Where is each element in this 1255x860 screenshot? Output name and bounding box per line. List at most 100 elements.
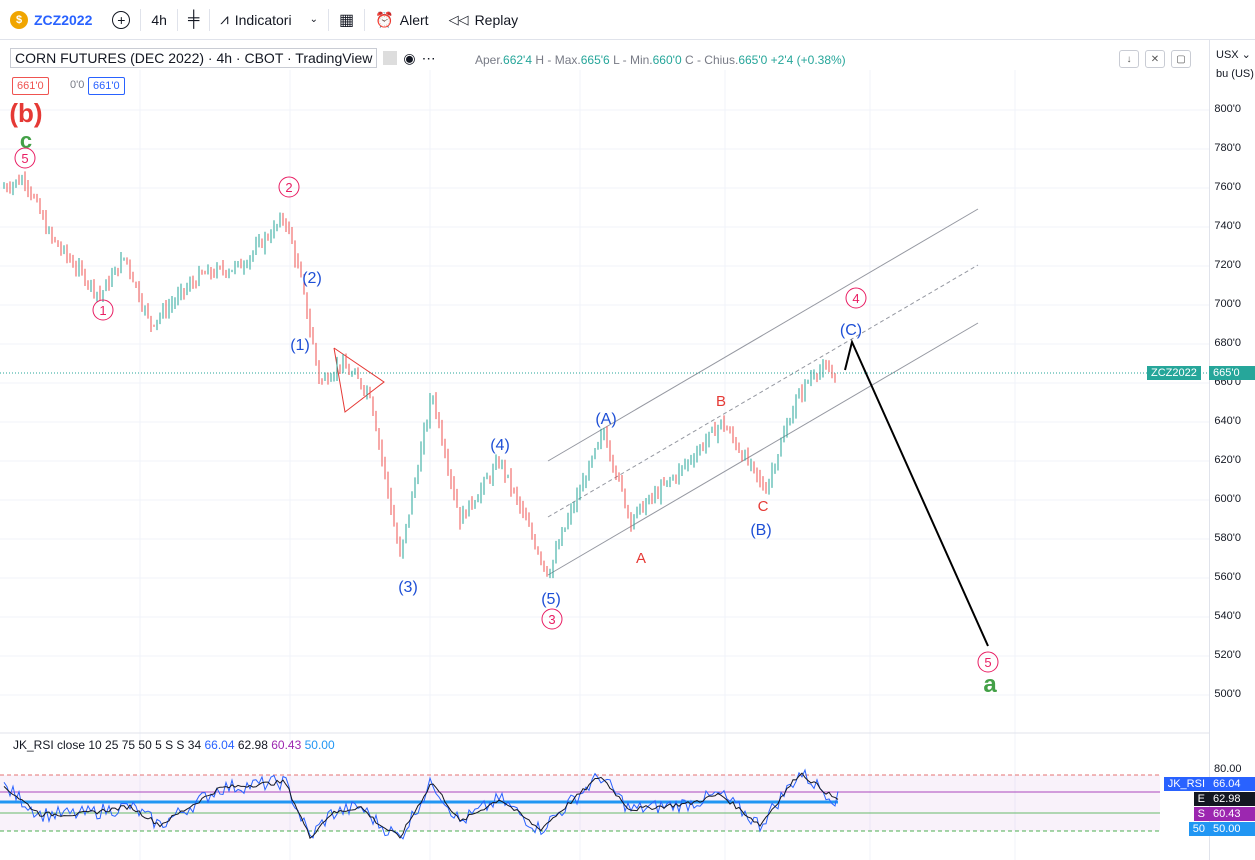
price-series	[3, 171, 836, 579]
rsi-tag-value: 60.43	[1209, 807, 1255, 821]
currency-select[interactable]: USX ⌄	[1216, 49, 1251, 61]
axis-tick: 500'0	[1214, 688, 1241, 700]
symbol-price-tag: ZCZ2022	[1147, 366, 1201, 380]
compare-button[interactable]: +	[102, 0, 140, 40]
axis-tick: 800'0	[1214, 103, 1241, 115]
channel-upper	[547, 208, 979, 462]
svg-text:5: 5	[984, 655, 991, 670]
axis-tick: 640'0	[1214, 415, 1241, 427]
axis-tick: 600'0	[1214, 493, 1241, 505]
unit-label: bu (US)	[1216, 68, 1254, 80]
divider	[176, 8, 178, 31]
symbol-label: ZCZ2022	[34, 11, 93, 28]
replay-button[interactable]: ◁◁ Replay	[439, 0, 529, 40]
axis-tick: 580'0	[1214, 532, 1241, 544]
divider	[209, 8, 211, 31]
svg-text:(5): (5)	[541, 591, 561, 608]
svg-text:(1): (1)	[290, 337, 310, 354]
svg-text:(b): (b)	[9, 98, 42, 128]
axis-tick: 740'0	[1214, 220, 1241, 232]
indicators-button[interactable]: ⩘ Indicatori ⌄	[210, 0, 328, 40]
replay-label: Replay	[474, 11, 519, 28]
svg-text:3: 3	[548, 612, 555, 627]
layout-button[interactable]: ▦	[329, 0, 364, 40]
legend-title[interactable]: CORN FUTURES (DEC 2022) · 4h · CBOT · Tr…	[10, 48, 378, 68]
wave-label-B: B	[716, 393, 726, 410]
sell-button[interactable]: 661'0	[12, 77, 49, 95]
triangle-pattern	[333, 347, 385, 413]
rsi-ema-line	[3, 772, 839, 840]
svg-text:4: 4	[852, 291, 859, 306]
arrow-down-icon[interactable]: ↓	[1119, 50, 1139, 68]
indicators-label: Indicatori	[234, 11, 292, 28]
alert-button[interactable]: ⏰ Alert	[365, 0, 438, 40]
svg-text:(C): (C)	[840, 322, 862, 339]
wave-label-4: 4	[845, 287, 867, 309]
corn-logo-icon: $	[10, 10, 28, 29]
chart-type-button[interactable]: ╪	[178, 0, 209, 40]
wave-label-a: a	[983, 671, 997, 698]
wave-label-pA: (A)	[595, 411, 616, 428]
wave-label-pC: (C)	[840, 322, 862, 339]
svg-text:(4): (4)	[490, 437, 510, 454]
rsi-tag-label: E	[1193, 792, 1209, 806]
svg-text:C: C	[758, 498, 769, 515]
candles-icon: ╪	[187, 10, 200, 28]
interval-button[interactable]: 4h	[141, 0, 177, 40]
pane-controls: ↓ ✕ ▢	[1119, 50, 1191, 68]
wave-label-b: (b)	[9, 98, 42, 128]
projection-line	[844, 338, 989, 647]
alarm-clock-icon: ⏰	[375, 11, 394, 29]
svg-text:A: A	[636, 550, 646, 567]
rsi-tag-label: S	[1193, 807, 1209, 821]
channel-lower	[547, 322, 979, 576]
divider	[364, 8, 366, 31]
annotations	[0, 208, 1209, 832]
wave-label-pB: (B)	[750, 522, 771, 539]
change-value: +2'4 (+0.38%)	[770, 53, 846, 67]
open-value: 662'4	[503, 53, 533, 67]
wave-label-2: 2	[278, 176, 300, 198]
rsi-value-4: 50.00	[304, 738, 335, 752]
rsi-tag-value: 66.04	[1209, 777, 1255, 791]
low-value: 660'0	[652, 53, 682, 67]
eye-icon[interactable]: ◉	[403, 49, 416, 66]
close-label: C - Chius.	[684, 53, 739, 67]
symbol-search[interactable]: $ ZCZ2022	[0, 0, 102, 40]
more-icon[interactable]: ⋯	[421, 49, 436, 66]
rsi-tick-80: 80.00	[1214, 763, 1242, 775]
rsi-tag-label: 50	[1188, 822, 1209, 836]
svg-text:B: B	[716, 393, 726, 410]
top-toolbar: $ ZCZ2022 + 4h ╪ ⩘ Indicatori ⌄ ▦ ⏰ Aler…	[0, 0, 1255, 40]
plus-circle-icon: +	[112, 10, 131, 29]
svg-text:a: a	[983, 671, 997, 698]
rsi-tag-value: 62.98	[1209, 792, 1255, 806]
wave-label-A: A	[636, 550, 646, 567]
flag-icon[interactable]	[383, 51, 398, 65]
svg-text:(3): (3)	[398, 579, 418, 596]
ohlc-values: Aper.662'4 H - Max.665'6 L - Min.660'0 C…	[475, 53, 846, 67]
wave-label-p4: (4)	[490, 437, 510, 454]
alert-label: Alert	[399, 11, 429, 28]
open-label: Aper.	[475, 53, 504, 67]
price-axis[interactable]: USX ⌄ bu (US) 800'0 780'0 760'0 740'0 720'0 7…	[1209, 40, 1255, 860]
collapse-icon[interactable]: ✕	[1145, 50, 1165, 68]
axis-tick: 560'0	[1214, 571, 1241, 583]
buy-button[interactable]: 661'0	[88, 77, 125, 95]
low-label: L - Min.	[613, 53, 653, 67]
divider	[327, 8, 329, 31]
close-value: 665'0	[738, 53, 768, 67]
wave-label-c: c	[20, 128, 32, 153]
wave-label-3: 3	[541, 608, 563, 630]
rsi-legend[interactable]: JK_RSI close 10 25 75 50 5 S S 34 66.04 …	[13, 738, 335, 752]
rsi-series	[3, 768, 839, 840]
rsi-value-3: 60.43	[271, 738, 302, 752]
rewind-icon: ◁◁	[448, 11, 469, 27]
rsi-legend-text: JK_RSI close 10 25 75 50 5 S S 34	[13, 738, 202, 752]
maximize-icon[interactable]: ▢	[1171, 50, 1191, 68]
spread-value: 0'0	[66, 77, 89, 93]
wave-label-5: 5	[14, 147, 36, 169]
axis-tick: 680'0	[1214, 337, 1241, 349]
